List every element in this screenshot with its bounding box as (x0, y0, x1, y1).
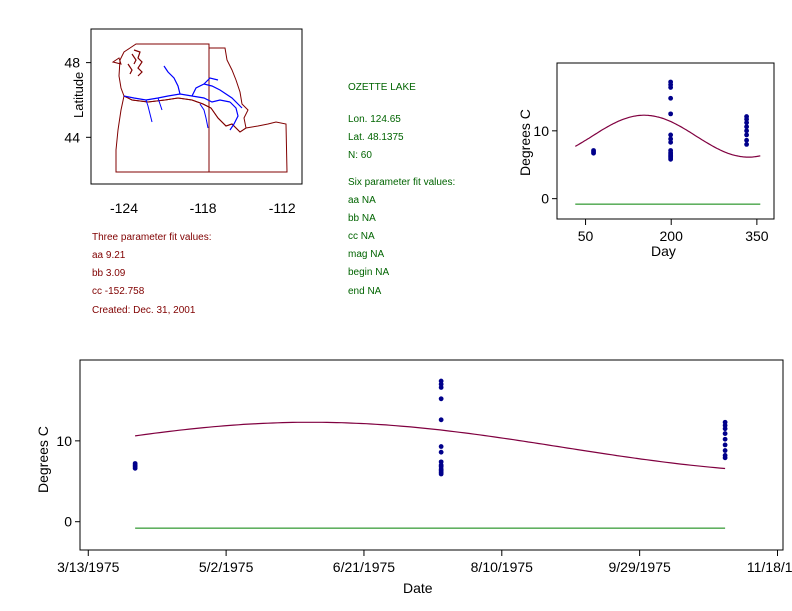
three-param-bb: bb 3.09 (92, 268, 126, 279)
data-point (668, 85, 674, 90)
xtick-label: 3/13/1975 (57, 559, 119, 575)
ytick-label: 10 (56, 433, 72, 449)
data-point (744, 116, 749, 122)
xtick-label: 5/2/1975 (199, 559, 254, 575)
data-point (668, 139, 674, 145)
date-temperature-chart: Degrees C Date 0 10 3/13/1975 5/2/1975 6/21/… (35, 359, 792, 596)
data-point (591, 148, 596, 153)
map-xtick-label: -118 (190, 200, 217, 216)
three-param-aa: aa 9.21 (92, 250, 126, 261)
data-point (668, 132, 674, 138)
data-point (722, 442, 728, 448)
xtick-label: 6/21/1975 (333, 559, 395, 575)
site-lat: Lat. 48.1375 (348, 132, 404, 143)
data-point (744, 120, 749, 126)
ytick-label: 0 (541, 191, 549, 207)
map-ytick-label: 44 (64, 129, 80, 145)
state-outline-oregon (115, 95, 288, 173)
data-point (438, 385, 444, 390)
data-point (668, 136, 674, 142)
six-param-heading: Six parameter fit values: (348, 177, 456, 188)
data-point (722, 426, 728, 432)
fit-curve (135, 421, 726, 470)
map-yticks: 48 44 (64, 55, 91, 145)
date-chart-frame (79, 359, 784, 551)
data-point (722, 431, 728, 436)
xtick-label: 50 (578, 228, 594, 244)
day-chart-marks (574, 79, 761, 205)
peninsula-marker (111, 57, 122, 65)
map-ytick-label: 48 (64, 55, 80, 71)
date-chart-xlabel: Date (403, 580, 433, 596)
day-chart-ylabel: Degrees C (517, 109, 533, 176)
three-param-cc: cc -152.758 (92, 286, 145, 297)
xtick-label: 9/29/1975 (608, 559, 670, 575)
data-point (438, 417, 444, 423)
xtick-label: 350 (745, 228, 769, 244)
data-point (744, 137, 749, 143)
puget-sound (127, 49, 143, 77)
data-point (722, 455, 728, 461)
six-param-cc: cc NA (348, 231, 375, 242)
data-point (668, 111, 674, 117)
data-point (668, 95, 674, 101)
day-chart-xlabel: Day (651, 243, 676, 259)
data-point (744, 132, 749, 138)
date-chart-ylabel: Degrees C (35, 426, 51, 493)
six-param-aa: aa NA (348, 195, 376, 206)
data-point (132, 461, 138, 466)
columbia-river (123, 65, 243, 131)
six-param-begin: begin NA (348, 267, 390, 278)
data-point (668, 156, 674, 162)
ytick-label: 10 (533, 123, 549, 139)
site-name: OZETTE LAKE (348, 82, 416, 93)
map-outlines (111, 43, 288, 173)
data-point (438, 471, 444, 477)
map-frame (90, 28, 303, 185)
xtick-label: 8/10/1975 (471, 559, 533, 575)
date-chart-marks (132, 378, 728, 529)
six-param-bb: bb NA (348, 213, 376, 224)
six-param-end: end NA (348, 286, 382, 297)
day-chart-ticks: 0 10 50 200 350 (533, 123, 768, 244)
willamette-river (145, 97, 209, 129)
data-point (744, 124, 749, 130)
map-ylabel: Latitude (71, 72, 86, 118)
six-param-mag: mag NA (348, 249, 385, 260)
state-map-chart: Latitude 48 44 -124 -118 -112 (64, 28, 303, 216)
data-point (722, 448, 728, 453)
xtick-label: 200 (660, 228, 684, 244)
site-n: N: 60 (348, 150, 372, 161)
ytick-label: 0 (64, 514, 72, 530)
date-chart-ticks: 0 10 3/13/1975 5/2/1975 6/21/1975 8/10/1975 9/… (56, 433, 792, 575)
day-temperature-chart: Degrees C Day 0 10 50 200 350 (517, 62, 775, 259)
map-xtick-label: -112 (269, 200, 296, 216)
xtick-label: 11/18/197 (747, 559, 792, 575)
data-point (744, 141, 749, 147)
created-date: Created: Dec. 31, 2001 (92, 305, 196, 316)
map-xticks: -124 -118 -112 (110, 200, 296, 216)
fit-curve (574, 114, 761, 158)
three-param-heading: Three parameter fit values: (92, 232, 212, 243)
map-xtick-label: -124 (110, 200, 138, 216)
data-point (722, 436, 728, 442)
day-chart-frame (556, 62, 775, 220)
data-point (438, 396, 444, 402)
data-point (438, 444, 444, 449)
data-point (438, 449, 444, 455)
site-lon: Lon. 124.65 (348, 114, 401, 125)
data-point (744, 128, 749, 134)
